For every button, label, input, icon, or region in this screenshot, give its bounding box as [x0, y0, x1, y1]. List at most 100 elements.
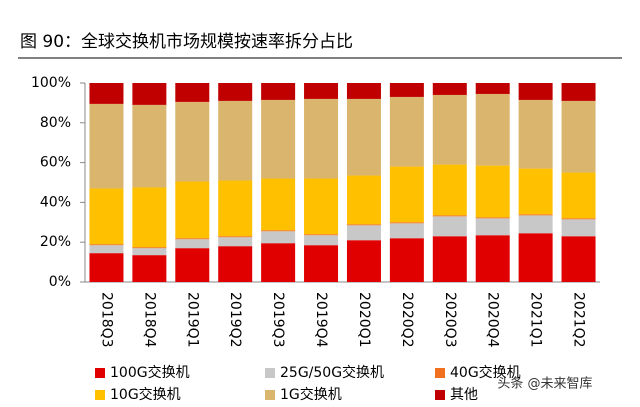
- x-tick-label: 2020Q4: [485, 292, 501, 348]
- watermark: 头条 @未来智库: [497, 376, 592, 392]
- bar-segment: [175, 83, 210, 102]
- bar-segment: [304, 245, 339, 282]
- bar-segment: [518, 214, 553, 216]
- legend-swatch: [265, 390, 275, 400]
- bar-segment: [475, 217, 510, 219]
- bar-segment: [132, 104, 167, 188]
- x-tick-label: 2020Q3: [442, 292, 458, 348]
- legend-swatch: [435, 390, 445, 400]
- legend-swatch: [265, 368, 275, 378]
- y-tick-label: 60%: [40, 155, 71, 171]
- y-tick-label: 40%: [40, 194, 71, 210]
- bar-segment: [432, 164, 467, 216]
- bar-segment: [218, 237, 253, 247]
- bar-segment: [475, 165, 510, 218]
- bar-segment: [218, 180, 253, 237]
- chart-title: 图 90：全球交换机市场规模按速率拆分占比: [20, 32, 353, 52]
- bar-segment: [218, 100, 253, 181]
- bar-segment: [304, 235, 339, 246]
- bar-segment: [561, 100, 596, 173]
- x-tick-label: 2019Q3: [270, 292, 286, 348]
- x-tick-label: 2019Q1: [184, 292, 200, 348]
- x-tick-label: 2020Q2: [399, 292, 415, 348]
- bar-segment: [89, 83, 124, 104]
- bar-segment: [561, 172, 596, 219]
- bar-segment: [132, 83, 167, 105]
- bar-segment: [389, 222, 424, 224]
- bar-segment: [175, 239, 210, 249]
- bar-segment: [518, 99, 553, 169]
- bar-segment: [432, 83, 467, 95]
- bar-segment: [561, 218, 596, 220]
- bar-segment: [175, 238, 210, 240]
- bar-segment: [132, 248, 167, 256]
- x-tick-label: 2020Q1: [356, 292, 372, 348]
- bar-segment: [304, 234, 339, 236]
- bar-segment: [432, 216, 467, 237]
- bar-segment: [475, 83, 510, 94]
- x-tick-label: 2018Q4: [141, 292, 157, 348]
- bar-segment: [389, 96, 424, 167]
- bar-segment: [346, 225, 381, 241]
- x-tick-label: 2018Q3: [98, 292, 114, 348]
- bar-segment: [475, 235, 510, 282]
- bar-segment: [518, 83, 553, 100]
- legend-label: 10G交换机: [110, 386, 181, 403]
- legend-label: 25G/50G交换机: [280, 364, 384, 381]
- bar-segment: [261, 178, 296, 231]
- bar-segment: [132, 187, 167, 248]
- bar-segment: [518, 215, 553, 234]
- bar-segment: [432, 236, 467, 282]
- bar-segment: [261, 230, 296, 232]
- bar-segment: [389, 238, 424, 282]
- bar-segment: [346, 83, 381, 99]
- bar-segment: [432, 215, 467, 217]
- bar-segment: [304, 98, 339, 179]
- y-tick-label: 0%: [49, 274, 71, 290]
- bar-segment: [304, 83, 339, 99]
- bar-segment: [561, 236, 596, 282]
- bar-segment: [346, 98, 381, 176]
- legend-label: 100G交换机: [110, 364, 190, 381]
- bar-segment: [346, 240, 381, 282]
- bar-segment: [218, 246, 253, 282]
- y-tick-label: 20%: [40, 234, 71, 250]
- bar-segment: [389, 83, 424, 97]
- bar-segment: [175, 101, 210, 182]
- bar-segment: [218, 83, 253, 101]
- x-tick-label: 2021Q2: [571, 292, 587, 348]
- legend-swatch: [95, 390, 105, 400]
- bar-segment: [389, 166, 424, 223]
- bar-segment: [89, 188, 124, 245]
- x-tick-label: 2019Q2: [227, 292, 243, 348]
- bar-segment: [175, 248, 210, 282]
- bar-segment: [261, 231, 296, 244]
- bar-segment: [261, 243, 296, 282]
- y-tick-label: 100%: [31, 75, 71, 91]
- bar-segment: [346, 175, 381, 225]
- bar-segment: [346, 224, 381, 226]
- bar-segment: [561, 219, 596, 237]
- bar-segment: [132, 247, 167, 249]
- legend-label: 40G交换机: [450, 364, 521, 381]
- legend-swatch: [95, 368, 105, 378]
- x-tick-label: 2019Q4: [313, 292, 329, 348]
- bar-segment: [389, 223, 424, 239]
- bar-segment: [261, 99, 296, 179]
- bar-segment: [561, 83, 596, 101]
- bar-segment: [518, 233, 553, 282]
- bar-segment: [175, 181, 210, 239]
- bar-segment: [218, 236, 253, 238]
- legend-swatch: [435, 368, 445, 378]
- bar-segment: [89, 103, 124, 189]
- bar-segment: [261, 83, 296, 100]
- legend-label: 1G交换机: [280, 386, 342, 403]
- bar-segment: [304, 178, 339, 235]
- bar-segment: [132, 255, 167, 282]
- bar-segment: [475, 93, 510, 166]
- x-tick-label: 2021Q1: [528, 292, 544, 348]
- legend-label: 其他: [450, 387, 478, 403]
- bar-segment: [89, 253, 124, 282]
- y-tick-label: 80%: [40, 115, 71, 131]
